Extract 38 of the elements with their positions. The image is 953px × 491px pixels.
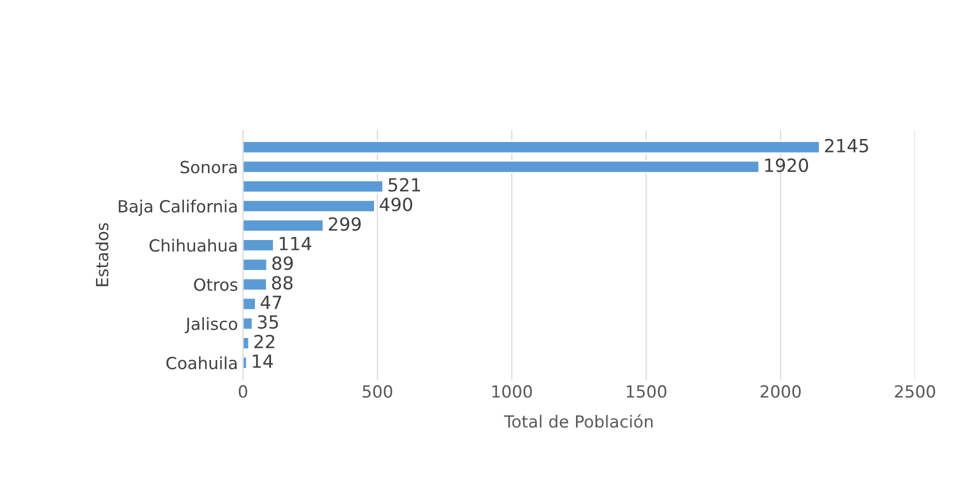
bar: [243, 199, 376, 213]
data-label: 22: [254, 334, 274, 348]
bar: [243, 219, 324, 232]
bar: [243, 160, 760, 174]
bar: [243, 258, 268, 272]
data-label: 89: [272, 256, 293, 270]
data-label: 490: [380, 198, 412, 212]
x-tick-label: 1500: [626, 385, 666, 398]
bar: [243, 278, 268, 291]
y-tick-label: Chihuahua: [150, 238, 237, 252]
bar: [243, 140, 820, 154]
y-tick-label: Baja California: [118, 200, 237, 216]
data-label: 521: [388, 178, 420, 192]
y-tick-label: Sonora: [180, 160, 237, 174]
bar: [243, 238, 274, 252]
data-label: 299: [328, 217, 361, 231]
data-label: 47: [260, 296, 282, 309]
data-label: 1920: [765, 158, 808, 172]
x-tick-label: 500: [362, 385, 392, 398]
data-label: 88: [272, 276, 293, 290]
bar: [243, 180, 384, 193]
y-tick-label: Coahuila: [166, 356, 237, 370]
data-label: 2145: [825, 138, 868, 152]
x-tick-label: 2000: [760, 385, 801, 398]
data-label: 35: [258, 315, 278, 329]
y-tick-label: Jalisco: [184, 317, 238, 334]
bar: [243, 336, 250, 350]
y-tick-label: Otros: [194, 278, 238, 291]
data-label: 14: [252, 354, 273, 368]
x-tick-label: 1000: [492, 385, 532, 398]
bar: [243, 297, 256, 311]
x-tick-label: 2500: [895, 385, 936, 398]
x-tick-label: 0: [238, 385, 248, 398]
bar: [243, 317, 254, 330]
x-axis-title: Total de Población: [504, 414, 653, 428]
y-axis-title: Estados: [96, 223, 108, 286]
data-label: 114: [280, 237, 312, 250]
bar: [243, 356, 248, 370]
